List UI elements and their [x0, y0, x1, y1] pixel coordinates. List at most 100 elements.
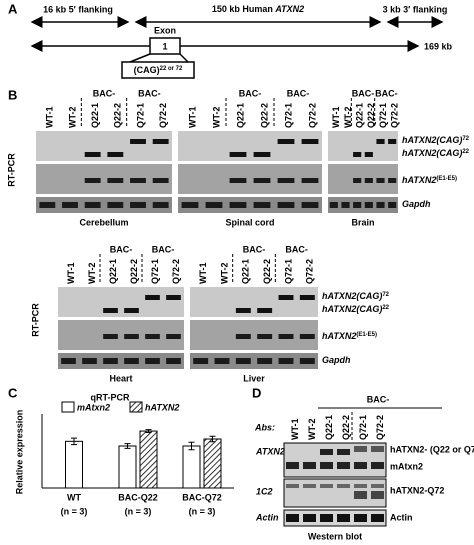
category-note: (n = 3)	[125, 506, 152, 516]
band-label: Actin	[390, 512, 413, 522]
band	[166, 334, 181, 339]
repeat-label: (CAG)22 or 72	[134, 65, 183, 75]
text-part: 72	[462, 136, 469, 142]
schematic	[30, 16, 444, 79]
band	[145, 334, 160, 339]
band-label: hATXN2-Q72	[390, 485, 444, 495]
lane-label: WT-1	[187, 107, 197, 129]
band-label: hATXN2(CAG)72	[402, 135, 470, 145]
band	[82, 358, 97, 364]
lane-label: Q22-1	[241, 259, 251, 284]
panel-label: C	[8, 385, 18, 400]
bar	[118, 445, 137, 489]
lane-label: Q72-2	[375, 415, 385, 440]
band	[107, 202, 124, 208]
lane-label: Q72-2	[305, 259, 315, 284]
gel-section	[178, 164, 322, 194]
bar	[139, 430, 158, 489]
x-tick-label: BAC-Q22	[118, 492, 158, 502]
band	[278, 295, 294, 300]
blot	[283, 442, 387, 478]
bac-label: BAC-	[375, 88, 398, 98]
lane-label: WT-1	[331, 107, 341, 129]
legend-label: mAtxn2	[77, 402, 110, 412]
band	[229, 202, 247, 208]
bac-label: BAC-	[138, 88, 161, 98]
band	[388, 139, 397, 144]
gel-section	[58, 353, 184, 369]
text-part: hATXN2	[402, 175, 436, 185]
band	[130, 202, 146, 208]
band-label: hATXN2(E1-E5)	[402, 175, 457, 185]
band	[103, 334, 118, 339]
band	[353, 178, 362, 183]
band	[286, 514, 299, 522]
band-label: Gapdh	[402, 199, 431, 209]
x-tick-label: BAC-Q72	[182, 492, 222, 502]
band	[145, 358, 160, 364]
band	[320, 449, 333, 455]
band	[229, 152, 247, 157]
band	[376, 178, 385, 183]
y-axis-label: Relative expression	[14, 410, 24, 495]
band	[61, 358, 76, 364]
band	[286, 462, 299, 469]
text-part: hATXN2(CAG)	[322, 304, 382, 314]
text-part: hATXN2	[322, 331, 356, 341]
lane-label: Q72-1	[378, 103, 388, 128]
lane-label: WT-2	[219, 263, 229, 285]
x-tick-label: WT	[67, 492, 81, 502]
gel-section	[190, 353, 318, 369]
lane-label: WT-1	[198, 263, 208, 285]
lane-label: Q22-1	[355, 103, 365, 128]
lane-label: WT-2	[343, 107, 353, 129]
text-part: 22	[462, 149, 469, 155]
bar	[182, 445, 201, 489]
band	[84, 178, 101, 183]
lane-label: WT-2	[67, 107, 77, 129]
band	[364, 178, 373, 183]
antibody-label: 1C2	[256, 486, 273, 496]
flank-label: 16 kb 5′ flanking	[43, 4, 113, 14]
band	[253, 202, 271, 208]
band	[354, 462, 367, 469]
gel-section	[190, 287, 318, 317]
band	[124, 358, 139, 364]
panel-label: A	[8, 1, 18, 16]
band	[303, 462, 316, 469]
band-label: hATXN2(CAG)22	[402, 148, 470, 158]
bac-label: BAC-	[367, 394, 390, 404]
band	[303, 484, 316, 488]
lane-label: Q22-2	[262, 259, 272, 284]
bac-label: BAC-	[285, 244, 308, 254]
band-label: mAtxn2	[390, 461, 423, 471]
exon-number: 1	[162, 41, 167, 51]
error-bar	[209, 435, 216, 443]
lane-label: Q72-2	[307, 103, 317, 128]
band	[62, 202, 78, 208]
text-part: 22 or 72	[160, 66, 183, 72]
band	[124, 334, 139, 339]
band	[235, 358, 251, 364]
legend-swatch	[129, 401, 143, 413]
lane-label: Q72-1	[358, 415, 368, 440]
band	[354, 446, 367, 452]
gel-section	[190, 320, 318, 350]
band	[286, 484, 299, 488]
category-note: (n = 3)	[61, 506, 88, 516]
band	[278, 358, 294, 364]
band	[193, 358, 209, 364]
gel-section	[36, 131, 172, 161]
band	[124, 308, 139, 313]
legend-label: hATXN2	[145, 402, 179, 412]
abs-label: Abs:	[254, 422, 275, 432]
error-bar	[71, 437, 77, 446]
band	[257, 308, 273, 313]
band	[320, 462, 333, 469]
band	[166, 295, 181, 300]
band	[277, 178, 295, 183]
bac-label: BAC-	[110, 244, 133, 254]
lane-label: Q22-1	[90, 103, 100, 128]
lane-label: Q22-2	[129, 259, 139, 284]
